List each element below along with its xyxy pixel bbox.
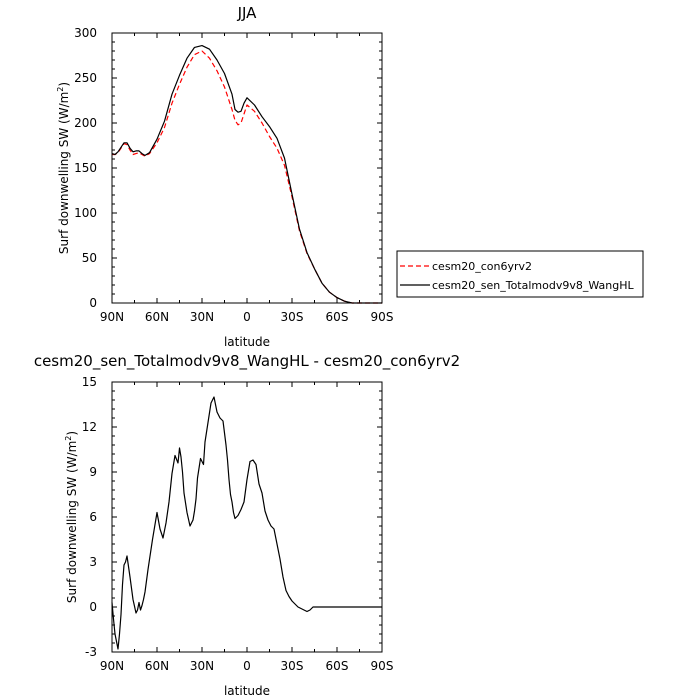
x-tick-label: 60N: [145, 310, 169, 324]
y-tick-label: 100: [74, 206, 97, 220]
y-tick-label: 12: [82, 420, 97, 434]
plot-marks: 90N 60N 30N 0 30S 60S 90S 0 50 100 150 200 250 300: [74, 26, 393, 324]
y-tick-label: 50: [82, 251, 97, 265]
x-tick-label: 30S: [281, 310, 304, 324]
x-axis-label: latitude: [224, 684, 270, 698]
y-tick-label: 300: [74, 26, 97, 40]
y-tick-label: 200: [74, 116, 97, 130]
x-tick-label: 60N: [145, 659, 169, 673]
y-tick-label: 9: [89, 465, 97, 479]
x-tick-label: 0: [243, 659, 251, 673]
y-axis-label-text: Surf downwelling SW (W/m: [57, 92, 71, 254]
x-tick-label: 90S: [371, 659, 394, 673]
plot-frame: [111, 32, 383, 304]
legend-label-series-2: cesm20_sen_Totalmodv9v8_WangHL: [432, 279, 635, 292]
y-axis-label: Surf downwelling SW (W/m2): [64, 431, 79, 603]
x-tick-label: 30S: [281, 659, 304, 673]
y-axis-label: Surf downwelling SW (W/m2): [56, 82, 71, 254]
series-line-1: [112, 50, 382, 304]
y-axis-label-end: ): [57, 82, 71, 87]
x-tick-label: 30N: [190, 310, 214, 324]
y-tick-label: 15: [82, 375, 97, 389]
series-line-2: [111, 44, 382, 304]
series-line-1: [111, 396, 382, 650]
y-tick-label: 6: [89, 510, 97, 524]
x-tick-label: 60S: [326, 659, 349, 673]
y-tick-label: 0: [89, 600, 97, 614]
x-tick-label: 0: [243, 310, 251, 324]
x-tick-label: 90S: [371, 310, 394, 324]
y-tick-label: -3: [85, 645, 97, 659]
x-axis-label: latitude: [224, 335, 270, 349]
x-tick-label: 60S: [326, 310, 349, 324]
plot-marks: 90N 60N 30N 0 30S 60S 90S -3 0 3 6 9 12 15: [82, 375, 394, 673]
x-tick-label: 90N: [100, 310, 124, 324]
plot-frame: [111, 381, 383, 653]
y-axis-label-superscript: 2: [64, 436, 73, 441]
chart-title: cesm20_sen_Totalmodv9v8_WangHL - cesm20_…: [34, 352, 460, 371]
panel-top: JJA latitude Surf downwelling SW (W/m2) …: [56, 4, 644, 349]
panel-bottom: cesm20_sen_Totalmodv9v8_WangHL - cesm20_…: [34, 352, 460, 698]
y-tick-label: 3: [89, 555, 97, 569]
y-axis-label-end: ): [65, 431, 79, 436]
legend-box: [396, 250, 644, 298]
x-tick-label: 30N: [190, 659, 214, 673]
y-tick-label: 0: [89, 296, 97, 310]
y-tick-label: 250: [74, 71, 97, 85]
chart-title: JJA: [237, 4, 258, 22]
y-tick-label: 150: [74, 161, 97, 175]
x-tick-label: 90N: [100, 659, 124, 673]
y-axis-label-text: Surf downwelling SW (W/m: [65, 441, 79, 603]
legend-label-series-1: cesm20_con6yrv2: [432, 260, 532, 273]
y-axis-label-superscript: 2: [56, 87, 65, 92]
legend: cesm20_con6yrv2 cesm20_sen_Totalmodv9v8_…: [396, 250, 644, 298]
